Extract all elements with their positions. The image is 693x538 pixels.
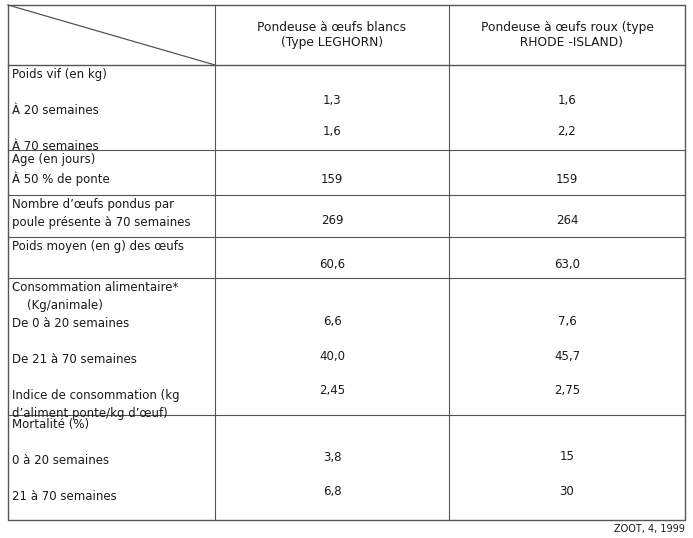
Text: Mortalité (%)

0 à 20 semaines

21 à 70 semaines: Mortalité (%) 0 à 20 semaines 21 à 70 se… bbox=[12, 418, 116, 503]
Text: 2,75: 2,75 bbox=[554, 384, 580, 397]
Text: Nombre d’œufs pondus par
poule présente à 70 semaines: Nombre d’œufs pondus par poule présente … bbox=[12, 198, 191, 229]
Text: 264: 264 bbox=[556, 214, 578, 226]
Text: 159: 159 bbox=[556, 173, 578, 186]
Text: 1,3: 1,3 bbox=[323, 94, 342, 107]
Text: Pondeuse à œufs roux (type
  RHODE -ISLAND): Pondeuse à œufs roux (type RHODE -ISLAND… bbox=[480, 21, 653, 49]
Text: 7,6: 7,6 bbox=[558, 315, 577, 328]
Text: 269: 269 bbox=[321, 214, 343, 226]
Text: 159: 159 bbox=[321, 173, 343, 186]
Text: 45,7: 45,7 bbox=[554, 350, 580, 363]
Text: ZOOT, 4, 1999: ZOOT, 4, 1999 bbox=[614, 524, 685, 534]
Text: 30: 30 bbox=[560, 485, 574, 498]
Text: Poids moyen (en g) des œufs: Poids moyen (en g) des œufs bbox=[12, 240, 184, 253]
Text: Pondeuse à œufs blancs
(Type LEGHORN): Pondeuse à œufs blancs (Type LEGHORN) bbox=[257, 21, 407, 49]
Text: 6,6: 6,6 bbox=[323, 315, 342, 328]
Text: 1,6: 1,6 bbox=[558, 94, 577, 107]
Text: 63,0: 63,0 bbox=[554, 258, 580, 271]
Text: Consommation alimentaire*
    (Kg/animale)
De 0 à 20 semaines

De 21 à 70 semain: Consommation alimentaire* (Kg/animale) D… bbox=[12, 281, 179, 420]
Text: Age (en jours)
À 50 % de ponte: Age (en jours) À 50 % de ponte bbox=[12, 153, 109, 186]
Text: 2,45: 2,45 bbox=[319, 384, 345, 397]
Text: 2,2: 2,2 bbox=[558, 125, 577, 138]
Text: 60,6: 60,6 bbox=[319, 258, 345, 271]
Text: 3,8: 3,8 bbox=[323, 450, 341, 464]
Text: 40,0: 40,0 bbox=[319, 350, 345, 363]
Text: Poids vif (en kg)

À 20 semaines

À 70 semaines: Poids vif (en kg) À 20 semaines À 70 sem… bbox=[12, 68, 107, 153]
Text: 6,8: 6,8 bbox=[323, 485, 342, 498]
Text: 1,6: 1,6 bbox=[323, 125, 342, 138]
Text: 15: 15 bbox=[559, 450, 574, 464]
